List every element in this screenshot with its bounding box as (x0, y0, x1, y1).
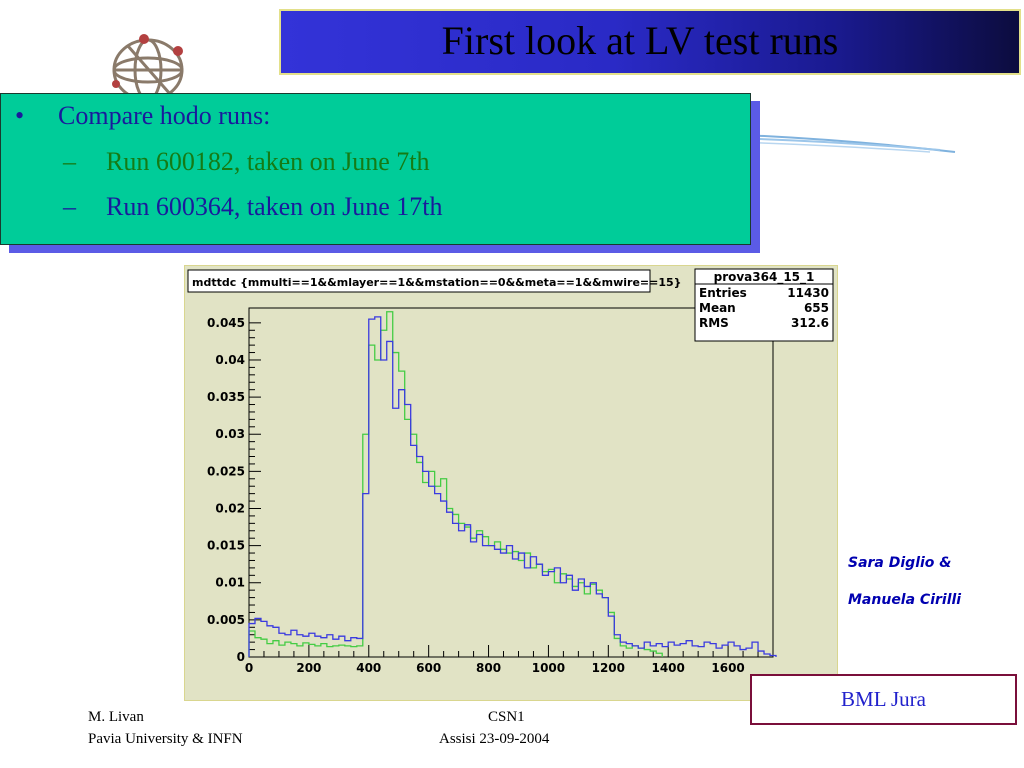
bullet-marker-2: – (63, 147, 76, 176)
bullet-marker-3: – (63, 192, 76, 221)
y-tick-label: 0.04 (215, 353, 245, 367)
stats-label: Mean (699, 301, 736, 315)
bullet-box: • Compare hodo runs: – Run 600182, taken… (0, 93, 751, 245)
chart-title: mdttdc {mmulti==1&&mlayer==1&&mstation==… (192, 276, 682, 289)
slide-title: First look at LV test runs (441, 18, 839, 63)
x-tick-label: 200 (296, 661, 321, 675)
footer-author: M. Livan (88, 709, 144, 725)
y-tick-label: 0.03 (215, 427, 245, 441)
histogram-chart: mdttdc {mmulti==1&&mlayer==1&&mstation==… (187, 268, 834, 675)
y-tick-label: 0.045 (207, 316, 245, 330)
author-line-2: Manuela Cirilli (848, 592, 962, 608)
x-tick-label: 1600 (711, 661, 744, 675)
x-tick-label: 600 (416, 661, 441, 675)
bullet-text-3: Run 600364, taken on June 17th (106, 192, 443, 221)
y-tick-label: 0.025 (207, 464, 245, 478)
footer-affiliation: Pavia University & INFN (88, 731, 243, 747)
stats-label: Entries (699, 286, 747, 300)
stats-value: 312.6 (791, 316, 829, 330)
stats-name: prova364_15_1 (714, 270, 815, 285)
x-tick-label: 1400 (651, 661, 684, 675)
author-line-1: Sara Diglio & (848, 555, 952, 571)
stats-value: 11430 (787, 286, 829, 300)
plot-area (248, 307, 774, 658)
y-tick-label: 0.015 (207, 539, 245, 553)
stats-box (694, 268, 834, 342)
y-tick-label: 0.02 (215, 501, 245, 515)
x-tick-label: 1200 (592, 661, 625, 675)
x-tick-label: 400 (356, 661, 381, 675)
histogram-panel: mdttdc {mmulti==1&&mlayer==1&&mstation==… (184, 265, 838, 701)
bullet-text-2: Run 600182, taken on June 7th (106, 147, 430, 176)
y-tick-label: 0 (237, 650, 245, 664)
bullet-marker-1: • (15, 101, 25, 130)
y-tick-label: 0.005 (207, 613, 245, 627)
footer-event: CSN1 (488, 709, 525, 725)
y-tick-label: 0.01 (215, 576, 245, 590)
footer-date: Assisi 23-09-2004 (439, 731, 550, 747)
x-tick-label: 800 (476, 661, 501, 675)
x-tick-label: 0 (245, 661, 253, 675)
chart-title-box (187, 269, 651, 293)
histogram-series-green (248, 311, 663, 657)
y-tick-label: 0.035 (207, 390, 245, 404)
bullet-text-1: Compare hodo runs: (58, 101, 271, 130)
stats-value: 655 (804, 301, 829, 315)
x-tick-label: 1000 (532, 661, 565, 675)
title-bar: First look at LV test runs (279, 9, 1021, 75)
label-box: BML Jura (750, 674, 1017, 725)
histogram-series-blue (248, 316, 777, 657)
stats-label: RMS (699, 316, 729, 330)
